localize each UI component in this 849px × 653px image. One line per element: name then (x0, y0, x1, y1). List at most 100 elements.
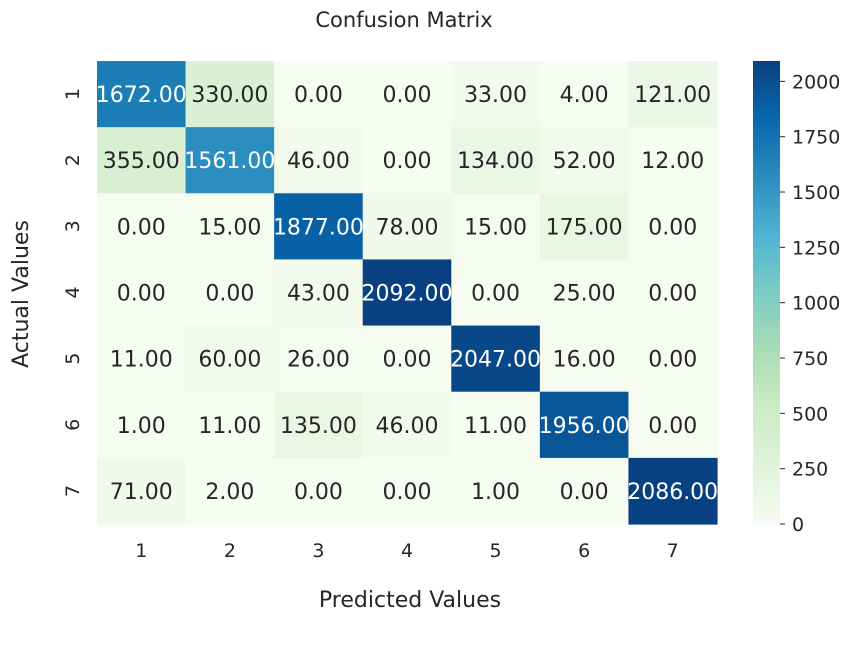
heatmap-cell (362, 325, 452, 393)
heatmap-cell (451, 193, 541, 261)
cell-value-label: 26.00 (287, 348, 350, 373)
colorbar-tick-label: 1750 (792, 127, 840, 149)
heatmap-cell (97, 457, 187, 525)
cell-value-label: 0.00 (383, 480, 432, 505)
cell-value-label: 33.00 (464, 83, 527, 108)
cell-value-label: 11.00 (110, 348, 173, 373)
cell-value-label: 0.00 (471, 282, 520, 307)
cell-value-label: 330.00 (191, 83, 268, 108)
cell-value-label: 0.00 (648, 282, 697, 307)
heatmap-cell (185, 325, 275, 393)
cell-value-label: 0.00 (383, 348, 432, 373)
y-axis-label: Actual Values (9, 220, 34, 368)
heatmap-cell (628, 193, 718, 261)
cell-value-label: 0.00 (205, 282, 254, 307)
heatmap-cell (628, 61, 718, 128)
cell-value-label: 0.00 (117, 215, 166, 240)
heatmap-cell (628, 457, 718, 525)
cell-value-label: 135.00 (280, 414, 357, 439)
heatmap-cell (362, 457, 452, 525)
cell-value-label: 355.00 (103, 149, 180, 174)
heatmap-cell (451, 391, 541, 459)
cell-value-label: 25.00 (553, 282, 616, 307)
heatmap-cell (274, 457, 364, 525)
heatmap-cell (185, 457, 275, 525)
heatmap-cell (628, 325, 718, 393)
cell-value-label: 52.00 (553, 149, 616, 174)
y-tick-label: 5 (62, 353, 84, 365)
heatmap-cell (539, 259, 630, 327)
heatmap-cells (97, 61, 718, 525)
cell-value-label: 1956.00 (539, 414, 630, 439)
heatmap-cell (97, 61, 187, 128)
x-tick-label: 2 (224, 540, 236, 562)
x-tick-label: 6 (578, 540, 590, 562)
heatmap-cell (97, 193, 187, 261)
heatmap-cell (362, 391, 452, 459)
heatmap-cell (274, 193, 364, 261)
y-tick-label: 4 (62, 286, 84, 298)
heatmap-cell (274, 127, 364, 194)
cell-value-label: 1561.00 (184, 149, 275, 174)
cell-value-label: 2086.00 (627, 480, 718, 505)
heatmap-cell (97, 391, 187, 459)
cell-value-label: 15.00 (198, 215, 261, 240)
y-tick-label: 3 (62, 220, 84, 232)
cell-value-label: 1.00 (471, 480, 520, 505)
heatmap-cell (628, 127, 718, 194)
cell-value-label: 1.00 (117, 414, 166, 439)
heatmap-cell (274, 391, 364, 459)
heatmap-cell (97, 127, 187, 194)
heatmap-cell (628, 259, 718, 327)
cell-value-label: 11.00 (198, 414, 261, 439)
heatmap-cell (185, 61, 275, 128)
heatmap-cell (185, 259, 275, 327)
cell-value-label: 175.00 (546, 215, 623, 240)
cell-value-label: 78.00 (376, 215, 439, 240)
y-tick-label: 6 (62, 419, 84, 431)
heatmap-cell (451, 259, 541, 327)
heatmap-cell (97, 259, 187, 327)
cell-value-label: 0.00 (560, 480, 609, 505)
heatmap-cell (362, 127, 452, 194)
cell-value-label: 46.00 (287, 149, 350, 174)
cell-value-label: 0.00 (648, 215, 697, 240)
heatmap-cell (451, 127, 541, 194)
cell-value-label: 16.00 (553, 348, 616, 373)
colorbar-tick-label: 0 (792, 514, 804, 536)
cell-value-label: 121.00 (634, 83, 711, 108)
colorbar-gradient (753, 61, 780, 524)
colorbar: 0 250 500 750 1000 1250 1500 1750 2000 (753, 61, 840, 536)
cell-value-label: 2.00 (205, 480, 254, 505)
y-tick-labels: 1 2 3 4 5 6 7 (62, 88, 84, 497)
cell-value-label: 4.00 (560, 83, 609, 108)
heatmap-cell (97, 325, 187, 393)
heatmap-cell (539, 391, 630, 459)
x-tick-label: 4 (401, 540, 413, 562)
chart-title: Confusion Matrix (315, 8, 492, 32)
heatmap-cell (362, 259, 452, 327)
colorbar-tick-label: 1250 (792, 237, 840, 259)
heatmap-cell (539, 457, 630, 525)
colorbar-tick-label: 1500 (792, 182, 840, 204)
cell-value-label: 134.00 (457, 149, 534, 174)
heatmap-cell (362, 61, 452, 128)
x-tick-labels: 1 2 3 4 5 6 7 (135, 540, 679, 562)
cell-value-label: 0.00 (648, 414, 697, 439)
heatmap-cell (274, 325, 364, 393)
colorbar-tick-label: 2000 (792, 71, 840, 93)
cell-value-label: 1877.00 (273, 215, 364, 240)
cell-value-label: 15.00 (464, 215, 527, 240)
heatmap-cell (185, 193, 275, 261)
cell-value-label: 71.00 (110, 480, 173, 505)
colorbar-tick-label: 500 (792, 403, 828, 425)
heatmap-cell (451, 61, 541, 128)
cell-value-label: 12.00 (641, 149, 704, 174)
cell-value-label: 46.00 (376, 414, 439, 439)
cell-value-label: 0.00 (294, 83, 343, 108)
heatmap-cell (185, 127, 275, 194)
cell-value-label: 0.00 (648, 348, 697, 373)
heatmap-cell (539, 127, 630, 194)
heatmap-cell (539, 193, 630, 261)
